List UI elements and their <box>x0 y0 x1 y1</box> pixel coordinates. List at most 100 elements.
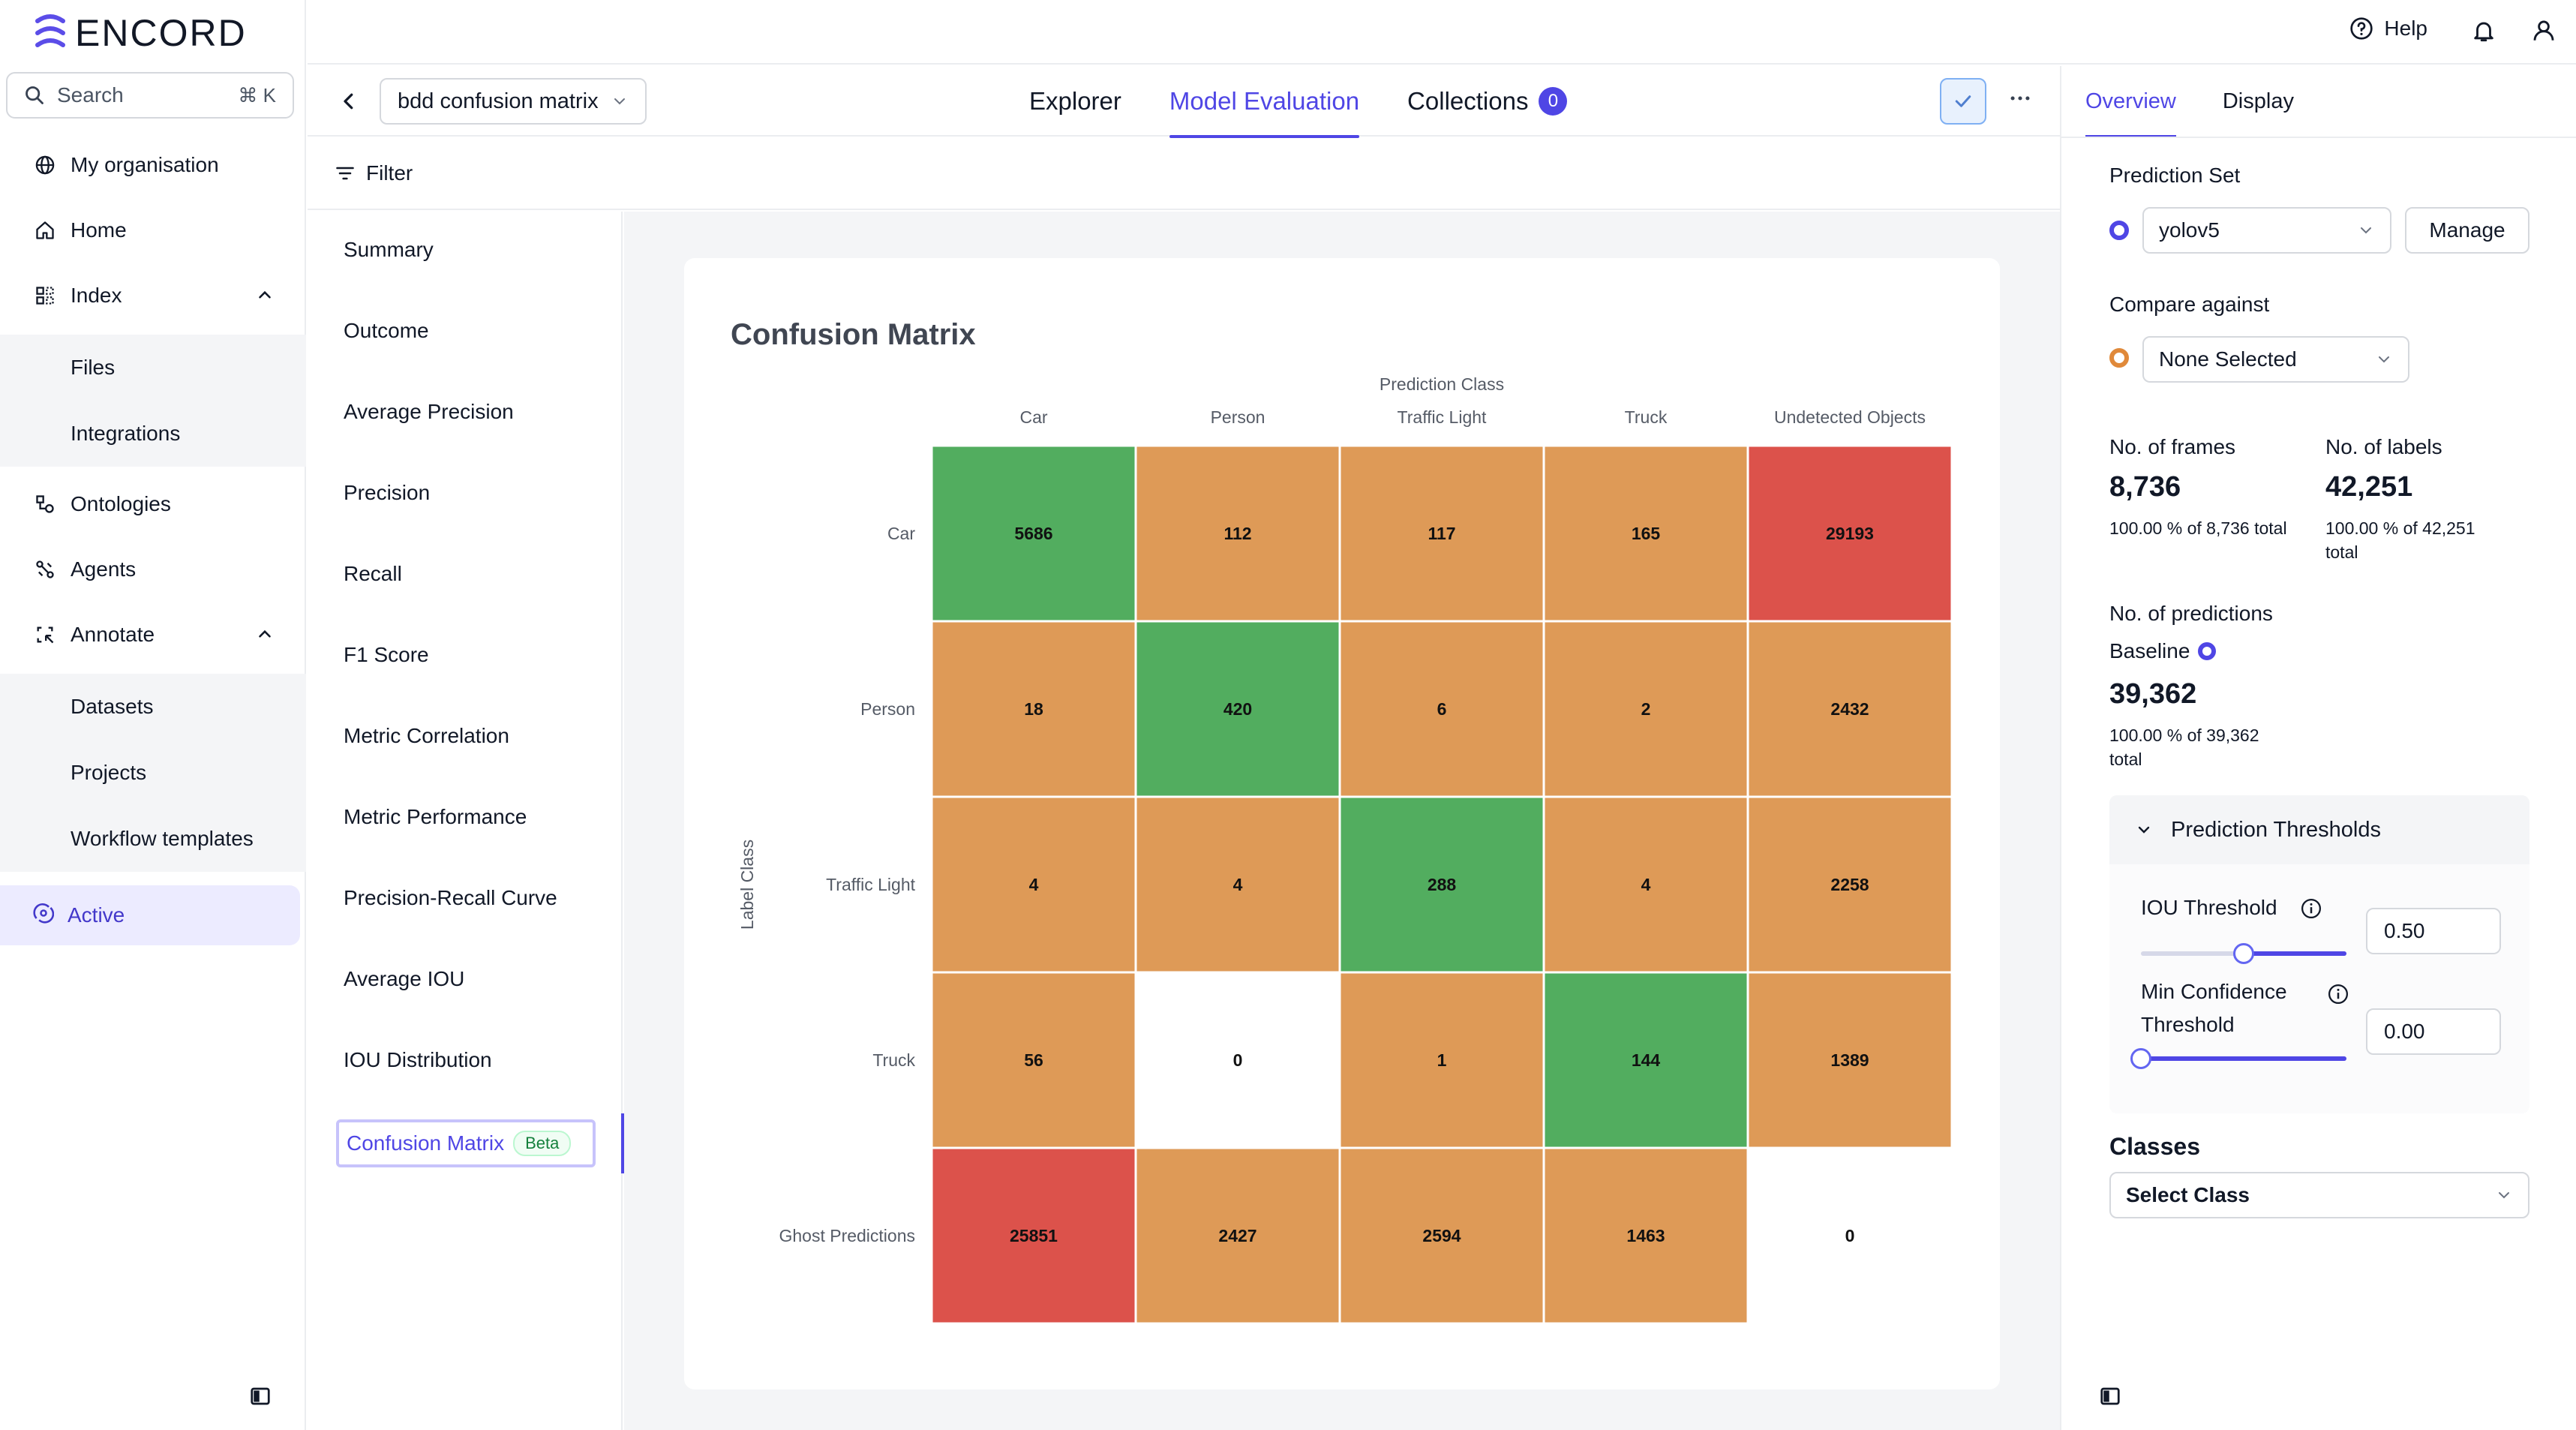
project-tabs: Explorer Model Evaluation Collections 0 <box>1029 66 1568 138</box>
collapse-sidebar-icon[interactable] <box>249 1385 272 1407</box>
x-axis-title: Prediction Class <box>1380 374 1504 394</box>
chevron-down-icon <box>2138 826 2150 834</box>
project-select[interactable]: bdd confusion matrix <box>380 78 647 125</box>
sidebar-item-home[interactable]: Home <box>0 200 306 260</box>
confusion-matrix-card: Confusion Matrix Prediction Class Label C… <box>684 258 2000 1389</box>
sidebar-item-my-organisation[interactable]: My organisation <box>0 135 306 195</box>
confidence-threshold-label-2: Threshold <box>2141 1013 2235 1036</box>
more-horizontal-icon <box>2010 96 2030 101</box>
slider-thumb[interactable] <box>2130 1048 2151 1069</box>
metric-item-metric-correlation[interactable]: Metric Correlation <box>344 724 509 747</box>
prediction-set-label: Prediction Set <box>2109 164 2241 187</box>
chevron-up-icon[interactable] <box>255 624 275 644</box>
prediction-set-select[interactable]: yolov5 <box>2142 207 2391 254</box>
tab-overview[interactable]: Overview <box>2085 66 2176 138</box>
confidence-threshold-input[interactable]: 0.00 <box>2366 1008 2501 1055</box>
sidebar-item-annotate[interactable]: Annotate <box>0 605 306 665</box>
sidebar-item-integrations[interactable]: Integrations <box>0 401 306 467</box>
matrix-cell <box>1338 795 1545 974</box>
prediction-set-dot <box>2109 221 2129 240</box>
search-input[interactable]: Search ⌘ K <box>6 72 294 119</box>
matrix-cell-value: 4 <box>1641 875 1651 894</box>
compare-against-label: Compare against <box>2109 293 2270 316</box>
matrix-cell <box>930 795 1137 974</box>
sidebar-item-label: Ontologies <box>71 492 171 515</box>
user-icon[interactable] <box>2531 18 2556 44</box>
sidebar-item-projects[interactable]: Projects <box>0 740 306 806</box>
bell-icon[interactable] <box>2471 18 2496 44</box>
slider-fill <box>2141 1056 2346 1061</box>
labels-sub-1: 100.00 % of 42,251 <box>2325 518 2475 538</box>
column-label: Car <box>1019 407 1047 427</box>
sidebar-item-datasets[interactable]: Datasets <box>0 674 306 740</box>
matrix-cell-value: 288 <box>1428 875 1457 894</box>
metric-item-average-precision[interactable]: Average Precision <box>344 400 514 423</box>
sidebar-item-label: Home <box>71 218 127 242</box>
frames-sub: 100.00 % of 8,736 total <box>2109 518 2287 538</box>
matrix-cell-value: 112 <box>1223 524 1251 543</box>
metric-item-recall[interactable]: Recall <box>344 562 402 585</box>
compare-against-dot <box>2109 348 2129 368</box>
iou-threshold-slider[interactable] <box>2141 942 2346 965</box>
tab-explorer[interactable]: Explorer <box>1029 66 1121 137</box>
compare-against-value: None Selected <box>2159 347 2297 371</box>
sidebar-item-index[interactable]: Index <box>0 266 306 326</box>
tab-model-evaluation[interactable]: Model Evaluation <box>1169 66 1360 138</box>
help-button[interactable]: Help <box>2349 17 2427 41</box>
metric-item-metric-performance[interactable]: Metric Performance <box>344 805 527 828</box>
sidebar-item-agents[interactable]: Agents <box>0 539 306 599</box>
back-arrow-icon[interactable] <box>338 90 360 113</box>
metric-item-summary[interactable]: Summary <box>344 238 434 261</box>
tab-display[interactable]: Display <box>2223 66 2294 137</box>
row-label: Person <box>860 699 915 719</box>
sidebar-item-active[interactable]: Active <box>0 885 300 945</box>
labels-label: No. of labels <box>2325 435 2442 458</box>
sidebar-item-ontologies[interactable]: Ontologies <box>0 474 306 534</box>
compare-against-select[interactable]: None Selected <box>2142 336 2409 383</box>
matrix-cell <box>930 444 1137 623</box>
info-icon[interactable] <box>2327 983 2349 1005</box>
metric-item-outcome[interactable]: Outcome <box>344 319 429 342</box>
sidebar-item-files[interactable]: Files <box>0 335 306 401</box>
sidebar-item-label: Files <box>71 356 116 379</box>
row-label: Car <box>887 524 915 543</box>
sidebar-item-workflow-templates[interactable]: Workflow templates <box>0 806 306 872</box>
confirm-button[interactable] <box>1940 78 1986 125</box>
metric-item-confusion-matrix[interactable]: Confusion Matrix Beta <box>336 1119 596 1167</box>
predictions-sub-2: total <box>2109 750 2142 769</box>
active-metric-indicator <box>621 1113 624 1173</box>
slider-thumb[interactable] <box>2233 943 2254 964</box>
metric-item-f1-score[interactable]: F1 Score <box>344 643 429 666</box>
collapse-panel-icon[interactable] <box>2099 1385 2121 1407</box>
filter-button[interactable]: Filter <box>335 161 413 185</box>
encord-logo[interactable]: ENCORD <box>33 12 247 54</box>
annotate-icon <box>33 623 57 647</box>
search-shortcut: ⌘ K <box>238 83 276 107</box>
info-icon[interactable] <box>2300 897 2322 920</box>
matrix-cell-value: 0 <box>1845 1226 1855 1245</box>
prediction-thresholds-toggle[interactable]: Prediction Thresholds <box>2109 795 2529 864</box>
confidence-threshold-slider[interactable] <box>2130 1047 2346 1070</box>
class-select[interactable]: Select Class <box>2109 1172 2529 1218</box>
globe-icon <box>33 153 57 177</box>
manage-button[interactable]: Manage <box>2405 207 2529 254</box>
home-icon <box>33 218 57 242</box>
iou-threshold-label: IOU Threshold <box>2141 896 2277 919</box>
more-options-button[interactable] <box>2007 86 2033 118</box>
matrix-cell <box>1338 1146 1545 1325</box>
labels-sub-2: total <box>2325 542 2358 562</box>
filter-icon <box>336 167 354 180</box>
metric-item-precision[interactable]: Precision <box>344 481 431 504</box>
metric-item-iou-distribution[interactable]: IOU Distribution <box>344 1048 492 1071</box>
metric-item-average-iou[interactable]: Average IOU <box>344 967 465 990</box>
tab-collections[interactable]: Collections 0 <box>1407 66 1568 137</box>
chevron-up-icon[interactable] <box>255 285 275 305</box>
matrix-cell <box>930 971 1137 1149</box>
iou-threshold-input[interactable]: 0.50 <box>2366 908 2501 954</box>
metric-item-precision-recall-curve[interactable]: Precision-Recall Curve <box>344 886 557 909</box>
project-name: bdd confusion matrix <box>398 89 599 113</box>
classes-label: Classes <box>2109 1133 2200 1160</box>
active-icon <box>33 903 55 929</box>
tab-label: Collections <box>1407 87 1529 115</box>
matrix-cell-value: 56 <box>1024 1050 1043 1070</box>
